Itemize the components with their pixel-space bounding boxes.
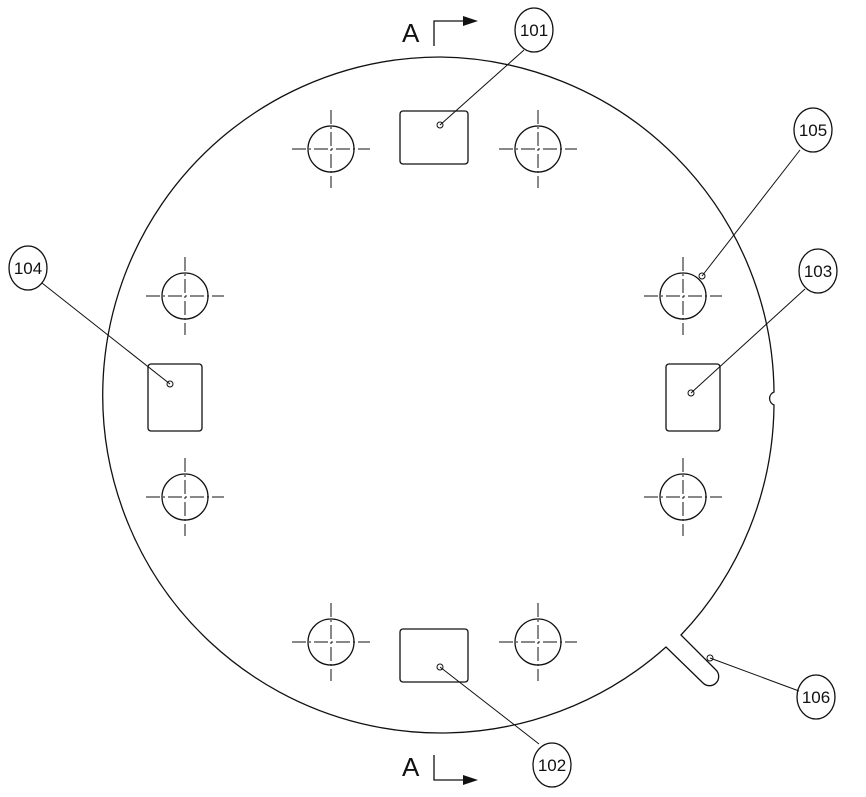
pad-103: [665, 363, 721, 432]
section-letter-top: A: [402, 18, 420, 48]
hole-right-lower: [644, 458, 722, 536]
callout-label-102: 102: [538, 756, 566, 775]
callout-104: 104: [8, 245, 174, 388]
callout-102: 102: [436, 663, 572, 788]
callout-103: 103: [687, 248, 838, 397]
hole-bottom-left: [292, 603, 370, 681]
hole-left-lower: [146, 458, 224, 536]
callout-101: 101: [436, 7, 554, 129]
section-indicator-top: A: [402, 16, 478, 48]
pad-101: [399, 110, 469, 165]
callout-label-106: 106: [802, 688, 830, 707]
hole-top-right: [499, 110, 577, 188]
callout-106: 106: [706, 654, 836, 720]
callout-label-105: 105: [799, 121, 827, 140]
callout-105: 105: [698, 107, 833, 280]
pad-102: [399, 628, 469, 683]
hole-left-upper: [146, 257, 224, 335]
hole-top-left: [292, 110, 370, 188]
hole-bottom-right: [499, 603, 577, 681]
callout-label-104: 104: [14, 259, 42, 278]
disc-outline: [102, 56, 775, 734]
callout-label-103: 103: [804, 262, 832, 281]
pad-104: [147, 363, 203, 432]
section-letter-bottom: A: [402, 752, 420, 782]
callout-label-101: 101: [520, 21, 548, 40]
section-indicator-bottom: A: [402, 752, 478, 785]
hole-right-upper: [644, 257, 722, 335]
